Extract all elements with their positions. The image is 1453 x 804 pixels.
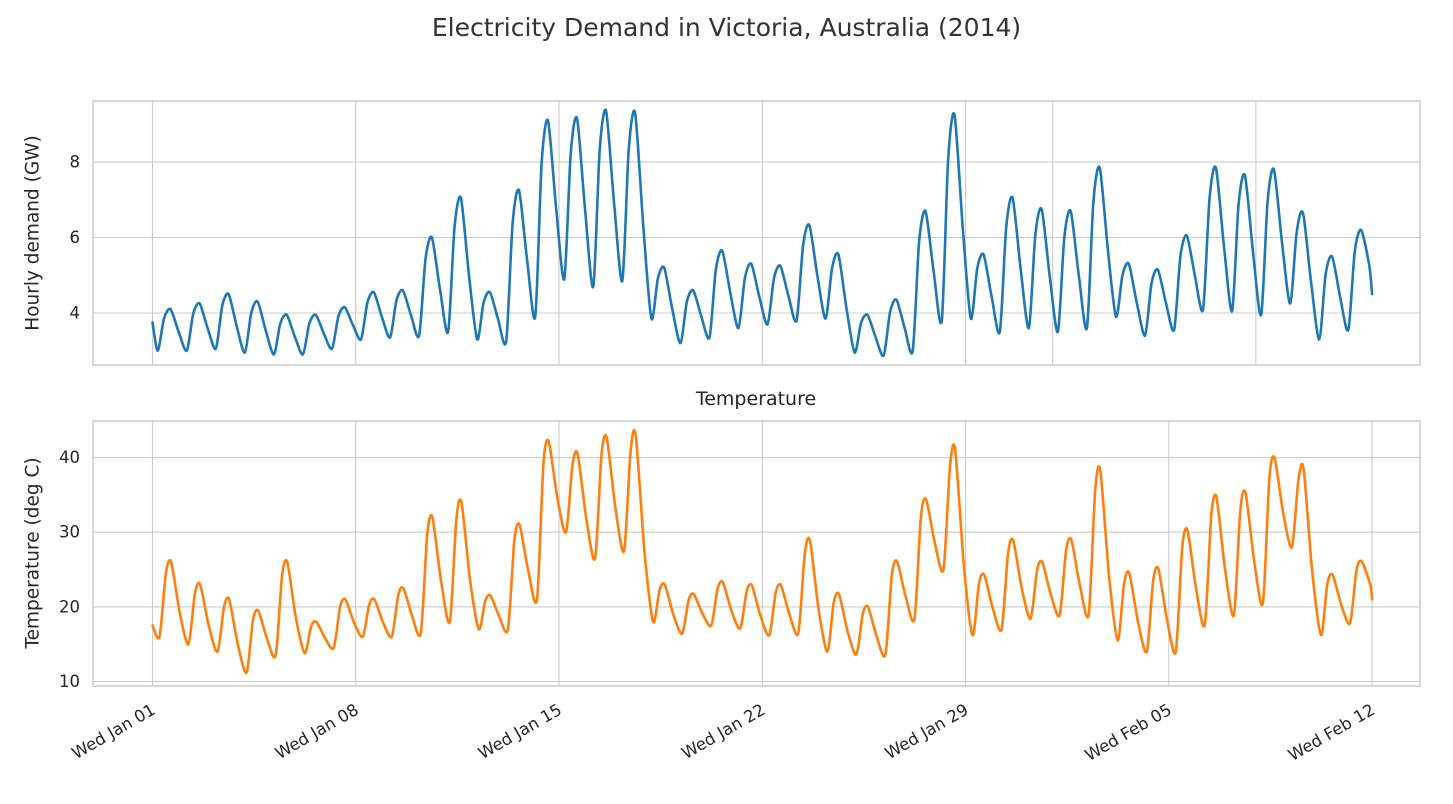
x-tick-label: Wed Jan 15	[475, 700, 565, 763]
y-tick-label: 30	[59, 523, 80, 542]
y-tick-label: 6	[70, 228, 81, 247]
hourly-demand-line	[151, 108, 1374, 358]
x-tick-label: Wed Jan 01	[69, 700, 159, 763]
x-tick-label: Wed Jan 29	[882, 700, 972, 763]
x-tick-label: Wed Jan 22	[678, 700, 768, 763]
y-tick-label: 40	[59, 448, 80, 467]
x-tick-label: Wed Feb 12	[1285, 700, 1378, 765]
x-tick-label: Wed Jan 08	[272, 700, 362, 763]
y-tick-label: 8	[70, 153, 81, 172]
x-tick-label: Wed Feb 05	[1082, 700, 1175, 765]
y-tick-label: 10	[59, 672, 80, 691]
y-tick-label: 4	[70, 304, 81, 323]
temperature-line	[151, 428, 1374, 675]
plot-border	[92, 420, 1421, 687]
figure-title: Electricity Demand in Victoria, Australi…	[431, 13, 1022, 42]
plot-border	[92, 100, 1421, 366]
y-tick-label: 20	[59, 597, 80, 616]
temperature-subplot-title: Temperature	[695, 388, 817, 410]
